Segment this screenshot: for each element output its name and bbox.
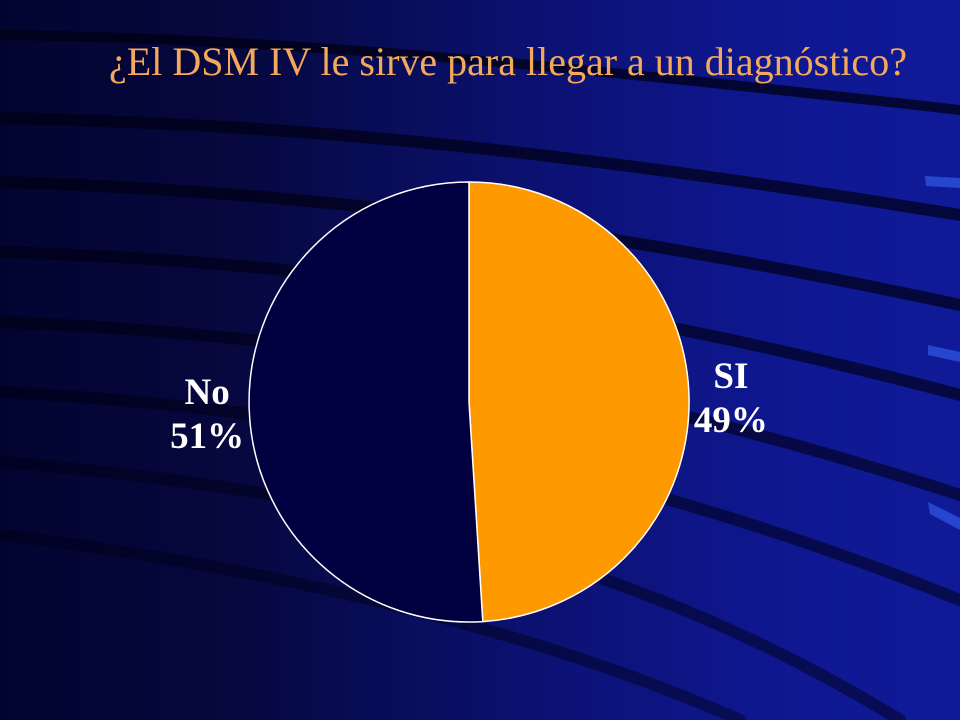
pie-label-percent: 49%: [694, 400, 768, 441]
pie-slice-si: [468, 181, 690, 623]
background-swoosh: [0, 112, 960, 221]
pie-slice-no: [248, 181, 484, 623]
background-swoosh: [0, 30, 960, 115]
background-accent-stroke: [928, 502, 960, 530]
pie-label-si: SI 49%: [694, 356, 768, 441]
pie-label-percent: 51%: [170, 416, 244, 457]
pie-label-category: SI: [713, 356, 748, 397]
slide-title: ¿El DSM IV le sirve para llegar a un dia…: [109, 39, 907, 84]
background-accent-stroke: [925, 176, 960, 188]
pie-label-category: No: [184, 372, 229, 413]
background-accent-stroke: [928, 345, 960, 362]
pie-label-no: No 51%: [170, 372, 244, 457]
